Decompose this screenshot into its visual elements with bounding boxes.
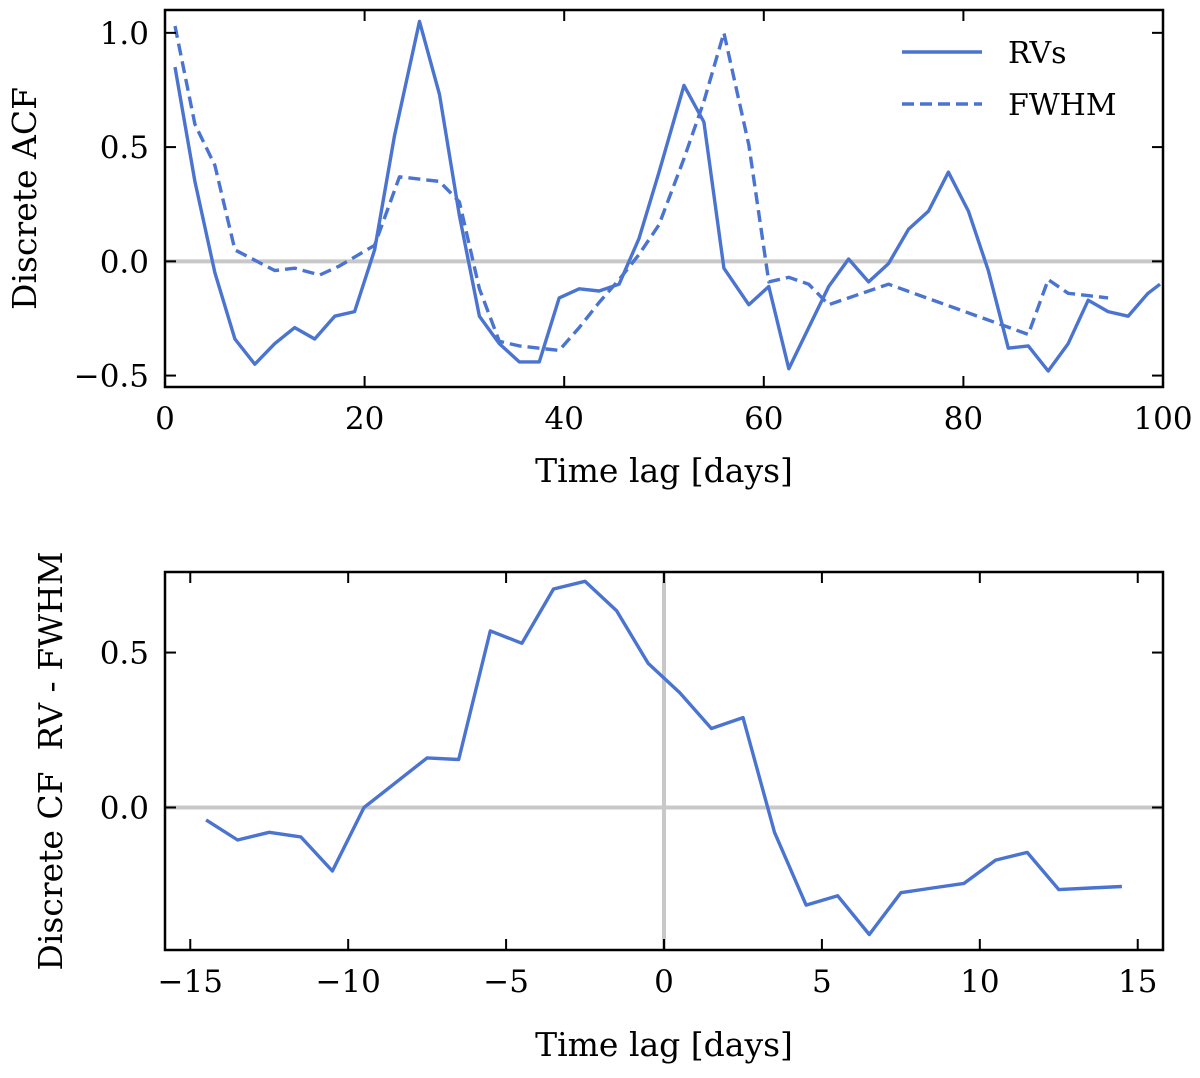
x-tick-label: −10	[315, 964, 380, 1000]
x-tick-label: −5	[483, 964, 529, 1000]
series-line-rv-fwhm	[205, 579, 1122, 937]
y-axis-label: Discrete CF RV - FWHM	[31, 551, 70, 970]
x-tick-label: 40	[544, 401, 583, 437]
x-tick-label: 100	[1133, 401, 1192, 437]
acf-panel: 0 20 40 60 80 100 −0.5 0.0 0.5 1.0 Time lag [days]…	[5, 8, 1193, 490]
y-tick-label: 0.0	[100, 790, 149, 826]
y-tick-label: −0.5	[74, 359, 149, 395]
x-tick-label: 0	[654, 964, 674, 1000]
legend: RVs FWHM	[902, 36, 1117, 123]
y-axis-label: Discrete ACF	[5, 87, 44, 310]
x-tick-label: 20	[345, 401, 384, 437]
x-tick-label: 10	[960, 964, 999, 1000]
x-axis-label: Time lag [days]	[535, 1025, 793, 1064]
y-tick-label: 0.5	[100, 130, 149, 166]
legend-label: FWHM	[1008, 88, 1117, 123]
axes-frame	[163, 8, 1165, 389]
x-tick-label: 5	[812, 964, 832, 1000]
y-tick-label: 0.0	[100, 244, 149, 280]
x-tick-label: 80	[944, 401, 983, 437]
x-tick-label: 15	[1118, 964, 1157, 1000]
y-tick-label: 0.5	[100, 636, 149, 672]
x-tick-label: 60	[744, 401, 783, 437]
cross-correlation-panel: −15 −10 −5 0 5 10 15 0.0 0.5 Time lag [days] Discr…	[31, 551, 1165, 1064]
series-line-rvs	[173, 19, 1162, 373]
legend-label: RVs	[1008, 36, 1067, 71]
x-axis-label: Time lag [days]	[535, 451, 793, 490]
y-tick-label: 1.0	[100, 16, 149, 52]
x-tick-label: −15	[158, 964, 223, 1000]
x-tick-label: 0	[155, 401, 175, 437]
series-line-fwhm	[173, 25, 1109, 353]
